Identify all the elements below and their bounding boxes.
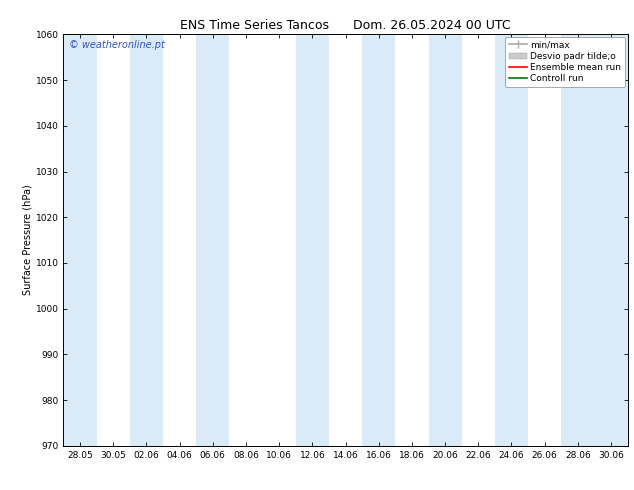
Bar bbox=[595, 34, 628, 446]
Bar bbox=[495, 34, 528, 446]
Text: © weatheronline.pt: © weatheronline.pt bbox=[69, 41, 165, 50]
Legend: min/max, Desvio padr tilde;o, Ensemble mean run, Controll run: min/max, Desvio padr tilde;o, Ensemble m… bbox=[505, 37, 625, 87]
Bar bbox=[130, 34, 163, 446]
Y-axis label: Surface Pressure (hPa): Surface Pressure (hPa) bbox=[23, 185, 33, 295]
Bar bbox=[196, 34, 230, 446]
Bar bbox=[63, 34, 96, 446]
Bar bbox=[561, 34, 595, 446]
Bar bbox=[295, 34, 329, 446]
Bar bbox=[362, 34, 396, 446]
Title: ENS Time Series Tancos      Dom. 26.05.2024 00 UTC: ENS Time Series Tancos Dom. 26.05.2024 0… bbox=[180, 19, 511, 32]
Bar bbox=[429, 34, 462, 446]
